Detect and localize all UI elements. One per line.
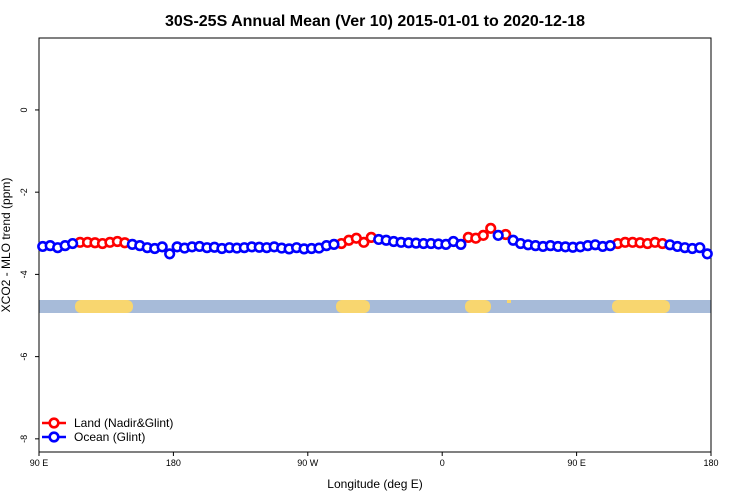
x-tick-label: 90 E [567,458,586,468]
land-band [507,300,511,303]
x-tick-label: 180 [166,458,181,468]
y-axis-label: XCO2 - MLO trend (ppm) [0,178,13,313]
y-tick-label: -4 [19,270,29,278]
y-tick-label: 0 [19,107,29,112]
x-tick-label: 180 [703,458,718,468]
land-band [336,300,370,313]
land-band [465,300,491,313]
legend-marker [48,417,60,429]
legend-marker [48,431,60,443]
chart-title: 30S-25S Annual Mean (Ver 10) 2015-01-01 … [165,13,585,30]
legend-label: Land (Nadir&Glint) [74,416,173,430]
x-tick-label: 90 W [297,458,319,468]
x-tick-label: 0 [440,458,445,468]
point [492,229,504,241]
x-axis-label: Longitude (deg E) [327,477,422,491]
point [455,238,467,250]
point [477,229,489,241]
ocean-band [39,300,711,313]
point [694,242,706,254]
point [701,248,713,260]
y-tick-label: -6 [19,353,29,361]
y-tick-label: -8 [19,435,29,443]
point [164,248,176,260]
point [66,237,79,250]
point [358,236,370,248]
point [604,240,616,252]
point [156,241,168,253]
y-tick-label: -2 [19,188,29,196]
x-tick-label: 90 E [30,458,49,468]
legend-label: Ocean (Glint) [74,430,145,444]
point [328,238,340,250]
land-band [612,300,670,313]
land-band [75,300,133,313]
point [485,222,497,234]
